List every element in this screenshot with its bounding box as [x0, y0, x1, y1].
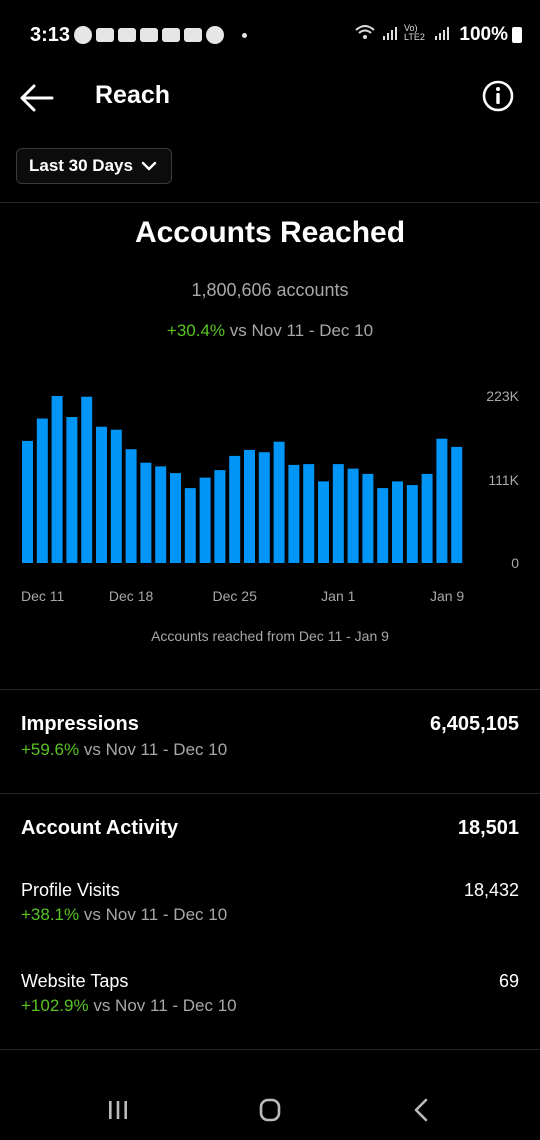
chart-bar[interactable] — [347, 468, 359, 563]
accounts-reached-title: Accounts Reached — [134, 216, 406, 249]
chart-bar[interactable] — [140, 462, 152, 563]
signal-icon — [435, 27, 449, 40]
divider — [0, 202, 540, 203]
chart-bar[interactable] — [184, 488, 196, 563]
back-nav-icon[interactable] — [401, 1096, 441, 1124]
impressions-value: 6,405,105 — [430, 713, 519, 735]
chart-bar[interactable] — [303, 464, 315, 563]
google-icon — [206, 26, 224, 44]
divider — [0, 1049, 540, 1050]
x-tick-label: Jan 9 — [430, 588, 464, 604]
y-tick-label: 111K — [488, 472, 519, 488]
chart-caption: Accounts reached from Dec 11 - Jan 9 — [151, 628, 389, 644]
chart-bar[interactable] — [170, 473, 181, 563]
wifi-icon — [355, 25, 375, 39]
x-tick-label: Dec 18 — [109, 588, 154, 604]
profile-visits-compare-text: vs Nov 11 - Dec 10 — [79, 905, 228, 924]
chart-bar[interactable] — [214, 470, 226, 563]
account-activity-value: 18,501 — [457, 817, 519, 839]
profile-visits-label: Profile Visits — [21, 880, 120, 900]
website-taps-label: Website Taps — [21, 971, 129, 991]
chart-bar[interactable] — [288, 464, 300, 563]
chart-bar[interactable] — [199, 477, 211, 563]
chart-bar[interactable] — [318, 481, 329, 563]
youtube-icon — [162, 28, 180, 42]
chart-bar[interactable] — [392, 481, 403, 563]
chart-bar[interactable] — [436, 438, 448, 563]
youtube-icon — [140, 28, 158, 42]
chart-bar[interactable] — [421, 473, 433, 563]
x-tick-label: Dec 11 — [21, 588, 65, 604]
back-arrow-icon[interactable] — [18, 80, 56, 116]
chart-bar[interactable] — [451, 446, 463, 563]
chart-bar[interactable] — [273, 441, 285, 563]
impressions-compare: +59.6% vs Nov 11 - Dec 10 — [21, 740, 227, 760]
battery-percent: 100% — [459, 24, 508, 45]
reach-compare-text: vs Nov 11 - Dec 10 — [225, 321, 374, 340]
chart-bar[interactable] — [258, 452, 270, 563]
chart-bar[interactable] — [244, 449, 255, 563]
battery-icon — [512, 27, 522, 43]
website-taps-compare: +102.9% vs Nov 11 - Dec 10 — [21, 996, 237, 1016]
accounts-count: 1,800,606 accounts — [191, 280, 349, 300]
chart-bar[interactable] — [362, 473, 374, 563]
impressions-title: Impressions — [21, 713, 139, 735]
account-activity-title: Account Activity — [21, 817, 179, 839]
status-time: 3:13 — [30, 24, 71, 46]
impressions-change: +59.6% — [21, 740, 80, 759]
system-nav-bar — [0, 1080, 540, 1140]
divider — [0, 793, 540, 794]
divider — [0, 689, 540, 690]
reach-chart: 223K 111K 0 Dec 11 Dec 18 Dec 25 Jan 1 Jan 9 — [0, 380, 540, 620]
chart-bar[interactable] — [110, 429, 122, 563]
whatsapp-icon — [74, 26, 92, 44]
impressions-compare-text: vs Nov 11 - Dec 10 — [79, 740, 228, 759]
app-header: Reach — [0, 70, 540, 126]
chart-bar[interactable] — [36, 418, 48, 564]
x-tick-label: Dec 25 — [213, 588, 258, 604]
chart-bar[interactable] — [66, 417, 78, 563]
profile-visits-value: 18,432 — [463, 880, 519, 900]
recent-apps-icon[interactable] — [98, 1096, 138, 1124]
y-tick-label: 0 — [511, 555, 519, 571]
y-tick-label: 223K — [486, 388, 519, 404]
website-taps-value: 69 — [498, 971, 519, 991]
profile-visits-change: +38.1% — [21, 905, 80, 924]
reach-change: +30.4% — [166, 321, 226, 340]
x-tick-label: Jan 1 — [321, 588, 355, 604]
status-bar: 3:13 Vo) LTE2 100% — [0, 0, 540, 70]
more-notifications-dot — [242, 32, 247, 38]
website-taps-change: +102.9% — [21, 996, 89, 1015]
chevron-down-icon — [141, 161, 157, 171]
page-title: Reach — [95, 81, 171, 109]
profile-visits-compare: +38.1% vs Nov 11 - Dec 10 — [21, 905, 227, 925]
home-icon[interactable] — [250, 1096, 290, 1124]
message-icon — [96, 28, 114, 42]
chart-bar[interactable] — [125, 449, 137, 563]
reach-chart-svg: 223K 111K 0 Dec 11 Dec 18 Dec 25 Jan 1 Jan 9 — [21, 388, 520, 604]
chart-bar[interactable] — [229, 455, 241, 563]
network-label: Vo) LTE2 — [404, 23, 425, 42]
youtube-icon — [184, 28, 202, 42]
notification-icons — [74, 26, 247, 44]
info-icon[interactable] — [480, 78, 516, 114]
period-dropdown[interactable]: Last 30 Days — [16, 148, 172, 184]
chart-bar[interactable] — [332, 464, 344, 563]
youtube-icon — [118, 28, 136, 42]
chart-bar[interactable] — [406, 485, 418, 563]
chart-bar[interactable] — [51, 396, 63, 563]
chart-bar[interactable] — [155, 466, 167, 563]
chart-bar[interactable] — [377, 488, 389, 563]
chart-bar[interactable] — [96, 426, 107, 563]
network-indicators: Vo) LTE2 — [354, 24, 450, 42]
reach-compare: +30.4% vs Nov 11 - Dec 10 — [0, 321, 540, 341]
period-label: Last 30 Days — [29, 156, 133, 175]
chart-bar[interactable] — [81, 396, 93, 563]
chart-bar[interactable] — [22, 440, 33, 563]
website-taps-compare-text: vs Nov 11 - Dec 10 — [88, 996, 237, 1015]
signal-icon — [383, 27, 397, 40]
